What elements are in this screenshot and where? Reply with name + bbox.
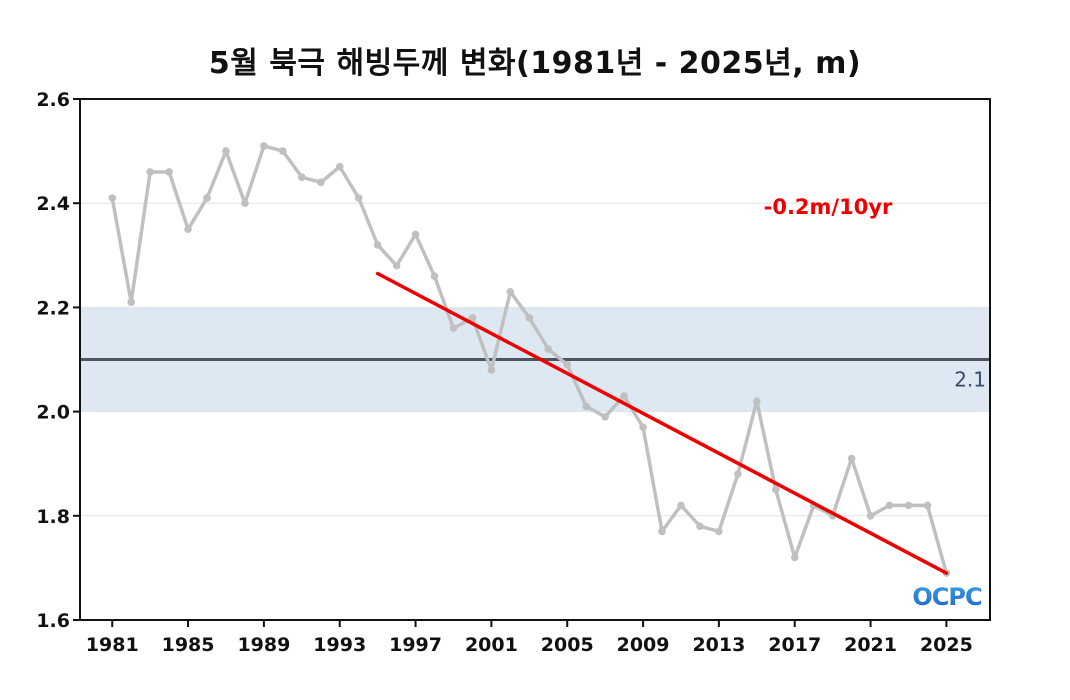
data-point bbox=[184, 225, 192, 234]
data-point bbox=[222, 147, 230, 155]
x-tick-label: 1985 bbox=[162, 634, 215, 656]
data-point bbox=[298, 173, 306, 181]
data-point bbox=[734, 470, 742, 478]
x-tick-label: 2005 bbox=[541, 634, 594, 656]
data-point bbox=[430, 272, 439, 280]
data-point bbox=[658, 527, 666, 536]
data-point bbox=[468, 314, 477, 322]
data-point bbox=[847, 454, 856, 463]
data-point bbox=[544, 345, 553, 353]
data-point bbox=[241, 199, 249, 207]
data-point bbox=[677, 501, 685, 510]
data-point bbox=[335, 162, 344, 171]
x-tick-label: 1989 bbox=[237, 634, 290, 656]
x-tick-label: 1997 bbox=[389, 634, 442, 656]
plot-frame bbox=[79, 98, 991, 621]
ocpc-logo: OCPC bbox=[912, 583, 982, 611]
data-point bbox=[165, 168, 173, 176]
x-tick-label: 2001 bbox=[465, 634, 518, 656]
data-point bbox=[771, 485, 780, 494]
x-tick-label: 2013 bbox=[692, 634, 745, 656]
data-point bbox=[601, 413, 609, 421]
data-point bbox=[639, 423, 647, 432]
data-point bbox=[203, 194, 211, 202]
data-point bbox=[411, 230, 420, 239]
data-point bbox=[923, 501, 932, 510]
y-tick-label: 2.6 bbox=[36, 89, 70, 111]
data-point bbox=[790, 553, 799, 562]
x-tick-label: 2025 bbox=[920, 634, 973, 656]
data-point bbox=[316, 178, 325, 187]
y-tick-label: 1.8 bbox=[36, 506, 70, 528]
data-point bbox=[506, 287, 515, 296]
data-point bbox=[127, 298, 135, 306]
data-point bbox=[108, 194, 117, 202]
data-point bbox=[620, 392, 628, 400]
x-tick-label: 2021 bbox=[844, 634, 897, 656]
trend-line bbox=[375, 271, 949, 575]
data-point bbox=[373, 241, 382, 249]
y-tick-label: 2.4 bbox=[36, 193, 70, 215]
data-point bbox=[487, 366, 496, 374]
x-tick-label: 1981 bbox=[86, 634, 139, 656]
data-point bbox=[715, 527, 723, 536]
x-tick-label: 1993 bbox=[313, 634, 366, 656]
data-point bbox=[354, 194, 363, 202]
data-point bbox=[904, 501, 913, 510]
trend-label: -0.2m/10yr bbox=[764, 195, 893, 219]
data-point bbox=[696, 522, 704, 531]
data-point bbox=[279, 147, 287, 155]
data-point bbox=[449, 324, 458, 333]
y-tick-label: 2.2 bbox=[36, 297, 70, 319]
data-point bbox=[866, 512, 875, 520]
data-point bbox=[582, 402, 590, 411]
mean-line-label: 2.1 bbox=[954, 368, 986, 392]
data-point bbox=[260, 142, 268, 150]
x-tick-label: 2009 bbox=[617, 634, 670, 656]
data-point bbox=[146, 168, 154, 176]
data-point bbox=[753, 397, 761, 405]
data-point bbox=[563, 360, 572, 369]
data-point bbox=[885, 501, 894, 510]
y-tick-label: 1.6 bbox=[36, 610, 70, 632]
chart-title: 5월 북극 해빙두께 변화(1981년 - 2025년, m) bbox=[208, 46, 862, 81]
x-tick-label: 2017 bbox=[768, 634, 821, 656]
data-point bbox=[525, 314, 534, 322]
data-point bbox=[392, 261, 401, 270]
y-tick-label: 2.0 bbox=[36, 402, 70, 424]
